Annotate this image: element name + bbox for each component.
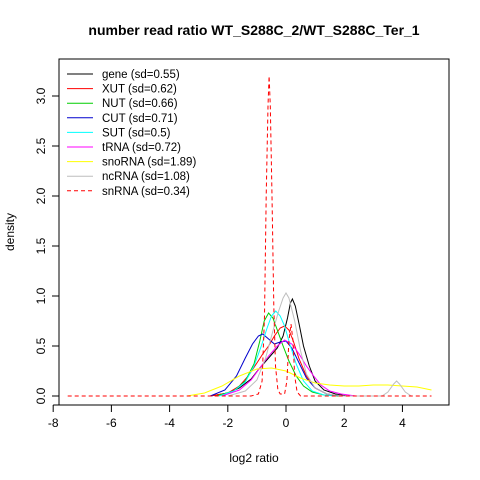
x-tick-label: -8 <box>48 416 59 430</box>
y-tick-label: 1.0 <box>34 287 48 304</box>
legend-label: CUT (sd=0.71) <box>102 113 178 125</box>
chart-title: number read ratio WT_S288C_2/WT_S288C_Te… <box>88 22 419 38</box>
x-tick-label: -4 <box>164 416 175 430</box>
legend-label: snoRNA (sd=1.89) <box>102 157 196 169</box>
y-tick-label: 3.0 <box>34 87 48 104</box>
x-axis: -8 -6 -4 -2 0 2 4 <box>48 404 406 430</box>
x-axis-label: log2 ratio <box>229 451 279 465</box>
x-tick-label: -6 <box>106 416 117 430</box>
y-tick-label: 0.5 <box>34 337 48 354</box>
plot-frame <box>58 58 450 406</box>
x-tick-label: 4 <box>399 416 406 430</box>
legend-label: NUT (sd=0.66) <box>102 98 178 110</box>
y-tick-label: 2.5 <box>34 137 48 154</box>
series-line-6 <box>221 339 356 397</box>
legend-label: ncRNA (sd=1.08) <box>102 171 190 183</box>
series-line-8 <box>227 292 412 397</box>
legend-label: XUT (sd=0.62) <box>102 84 177 96</box>
legend-label: gene (sd=0.55) <box>102 69 180 81</box>
x-tick-label: 0 <box>283 416 290 430</box>
series-line-9 <box>67 75 432 397</box>
legend: gene (sd=0.55) XUT (sd=0.62) NUT (sd=0.66)… <box>67 69 196 198</box>
series-layer <box>67 75 432 397</box>
y-tick-label: 0.0 <box>34 387 48 404</box>
y-tick-label: 1.5 <box>34 237 48 254</box>
x-tick-label: 2 <box>341 416 348 430</box>
y-axis-label: density <box>3 213 17 251</box>
legend-label: tRNA (sd=0.72) <box>102 142 181 154</box>
y-axis: 0.0 0.5 1.0 1.5 2.0 2.5 3.0 <box>34 87 60 404</box>
series-line-2 <box>210 325 342 397</box>
legend-label: snRNA (sd=0.34) <box>102 186 190 198</box>
legend-label: SUT (sd=0.5) <box>102 127 171 139</box>
x-tick-label: -2 <box>222 416 233 430</box>
y-tick-label: 2.0 <box>34 187 48 204</box>
